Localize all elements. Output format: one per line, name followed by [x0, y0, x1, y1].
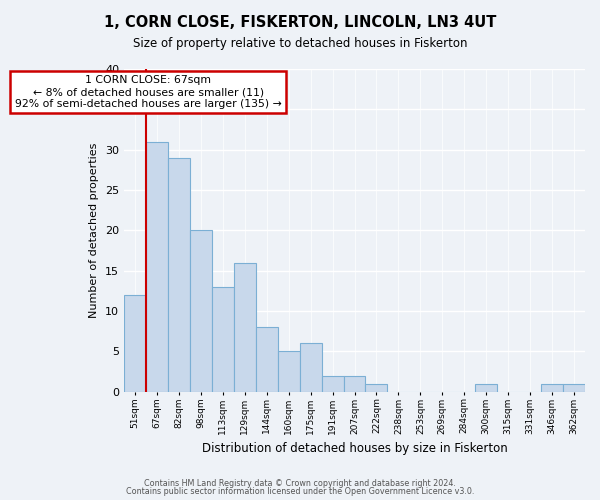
- Bar: [124, 295, 146, 392]
- Bar: [146, 142, 168, 392]
- Y-axis label: Number of detached properties: Number of detached properties: [89, 142, 100, 318]
- Text: 1 CORN CLOSE: 67sqm
← 8% of detached houses are smaller (11)
92% of semi-detache: 1 CORN CLOSE: 67sqm ← 8% of detached hou…: [15, 76, 281, 108]
- Bar: [278, 352, 299, 392]
- Bar: [234, 262, 256, 392]
- Bar: [365, 384, 388, 392]
- Bar: [212, 287, 234, 392]
- X-axis label: Distribution of detached houses by size in Fiskerton: Distribution of detached houses by size …: [202, 442, 508, 455]
- Bar: [322, 376, 344, 392]
- Bar: [299, 344, 322, 392]
- Bar: [344, 376, 365, 392]
- Bar: [475, 384, 497, 392]
- Bar: [256, 327, 278, 392]
- Bar: [168, 158, 190, 392]
- Bar: [541, 384, 563, 392]
- Text: Size of property relative to detached houses in Fiskerton: Size of property relative to detached ho…: [133, 38, 467, 51]
- Text: Contains HM Land Registry data © Crown copyright and database right 2024.: Contains HM Land Registry data © Crown c…: [144, 478, 456, 488]
- Bar: [563, 384, 585, 392]
- Text: 1, CORN CLOSE, FISKERTON, LINCOLN, LN3 4UT: 1, CORN CLOSE, FISKERTON, LINCOLN, LN3 4…: [104, 15, 496, 30]
- Text: Contains public sector information licensed under the Open Government Licence v3: Contains public sector information licen…: [126, 487, 474, 496]
- Bar: [190, 230, 212, 392]
